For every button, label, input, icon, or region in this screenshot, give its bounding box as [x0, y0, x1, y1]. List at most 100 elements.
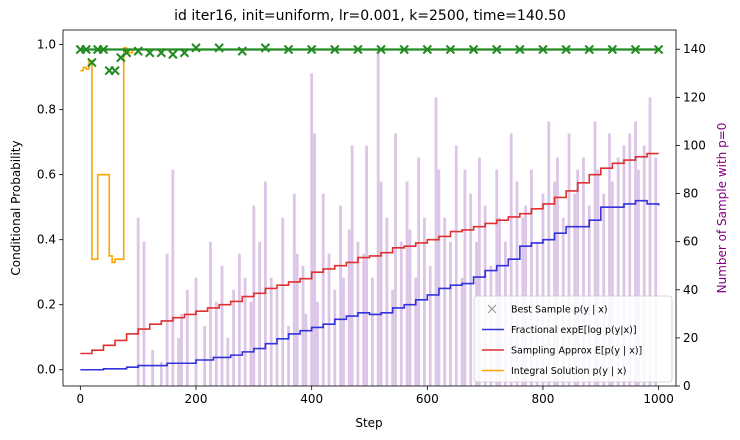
y2-tick-label: 20: [683, 331, 698, 345]
bar: [576, 169, 580, 386]
best-sample-point: [214, 43, 224, 53]
bar: [385, 217, 389, 386]
y-tick-label: 0.2: [37, 298, 56, 312]
bar: [362, 253, 366, 386]
bar: [391, 289, 395, 386]
bar: [304, 313, 308, 386]
bar: [321, 193, 325, 386]
bar: [370, 277, 374, 386]
bar: [622, 145, 626, 386]
bar: [350, 145, 354, 386]
y2-tick-label: 100: [683, 138, 706, 152]
bar: [469, 193, 473, 386]
bar: [177, 337, 181, 386]
bar: [209, 241, 212, 386]
bar: [220, 265, 224, 386]
bar: [593, 121, 597, 387]
y-tick-label: 0.0: [37, 363, 56, 377]
y-tick-label: 1.0: [37, 38, 56, 52]
bar: [327, 253, 331, 386]
y-axis-label: Conditional Probability: [9, 140, 23, 275]
bar: [547, 121, 551, 387]
y-tick-label: 0.6: [37, 168, 56, 182]
y2-tick-label: 0: [683, 379, 691, 393]
bar: [602, 193, 606, 386]
bar: [596, 169, 600, 386]
series-line-1: [80, 199, 660, 371]
chart-title: id iter16, init=uniform, lr=0.001, k=250…: [174, 8, 566, 24]
bar: [310, 73, 314, 386]
bar: [495, 169, 499, 386]
y2-tick-label: 80: [683, 187, 698, 201]
bar: [642, 145, 646, 386]
x-tick-label: 1000: [643, 392, 674, 406]
best-sample-point: [87, 57, 97, 68]
y2-tick-label: 140: [683, 42, 706, 56]
bar: [637, 169, 640, 386]
bar: [316, 301, 319, 386]
bar: [313, 133, 316, 386]
bar: [628, 133, 632, 386]
legend-label: Fractional expE[log p(y|x)]: [511, 325, 637, 336]
y-tick-label: 0.4: [37, 233, 56, 247]
bar: [151, 349, 155, 386]
best-sample-point: [133, 46, 143, 56]
bar: [275, 289, 279, 386]
x-tick-label: 600: [416, 392, 439, 406]
legend-box: [473, 295, 673, 383]
bar: [654, 157, 658, 386]
bar: [203, 325, 207, 386]
best-sample-point: [191, 43, 201, 53]
bar: [142, 241, 146, 386]
best-sample-point: [237, 46, 247, 56]
bar: [434, 97, 438, 386]
bar: [541, 193, 545, 386]
bar: [376, 49, 380, 386]
bar: [258, 241, 262, 386]
bar: [185, 289, 189, 386]
bar: [264, 181, 267, 386]
bar: [608, 133, 611, 386]
bar: [408, 229, 412, 386]
x-tick-label: 400: [300, 392, 323, 406]
bar: [180, 313, 183, 386]
bar: [295, 253, 299, 386]
bar: [553, 181, 556, 386]
series-line-3: [80, 47, 659, 264]
bar: [428, 265, 432, 386]
bar: [582, 157, 585, 386]
legend-label: Best Sample p(y | x): [511, 305, 608, 316]
bar: [269, 277, 273, 386]
y2-tick-label: 120: [683, 90, 706, 104]
bar: [610, 181, 614, 386]
bar: [365, 145, 369, 386]
bar: [556, 157, 559, 386]
bar: [417, 157, 421, 386]
bar: [477, 157, 481, 386]
bar: [136, 217, 140, 386]
bar: [165, 253, 169, 386]
best-sample-point: [168, 49, 178, 60]
bar: [616, 157, 620, 386]
bar: [226, 337, 230, 386]
bar: [347, 229, 351, 386]
bar: [399, 241, 403, 386]
bar: [460, 277, 464, 386]
x-tick-label: 200: [185, 392, 208, 406]
x-tick-label: 0: [77, 392, 85, 406]
y-axis-ticks: 0.0 0.2 0.4 0.6 0.8 1.0: [37, 38, 63, 377]
bar: [437, 169, 441, 386]
bar: [287, 325, 290, 386]
legend-marker: [487, 304, 497, 314]
bar: [159, 361, 163, 386]
bar: [648, 97, 652, 386]
bar: [634, 121, 637, 387]
bar: [333, 289, 337, 386]
y2-axis-ticks: 0 20 40 60 80 100 120 140: [676, 42, 706, 393]
bar: [339, 205, 342, 386]
bar: [292, 193, 296, 386]
bar: [379, 181, 383, 386]
bar: [194, 277, 198, 386]
bar: [449, 241, 452, 386]
bar: [515, 181, 519, 386]
